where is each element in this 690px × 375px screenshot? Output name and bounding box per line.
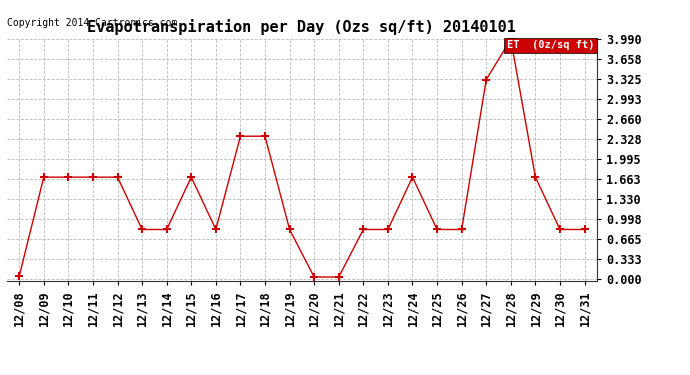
Title: Evapotranspiration per Day (Ozs sq/ft) 20140101: Evapotranspiration per Day (Ozs sq/ft) 2… — [88, 19, 516, 35]
Text: Copyright 2014 Cartronics.com: Copyright 2014 Cartronics.com — [7, 18, 177, 28]
Text: ET  (0z/sq ft): ET (0z/sq ft) — [506, 40, 594, 50]
